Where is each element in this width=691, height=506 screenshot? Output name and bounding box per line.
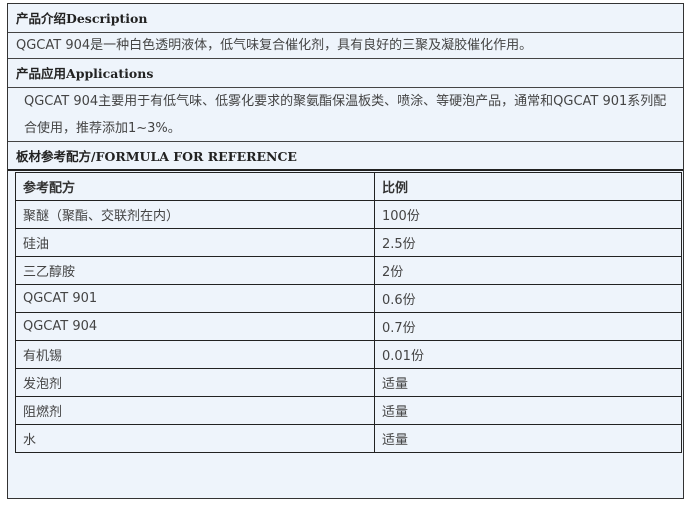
table-row: 硅油 2.5份 — [15, 228, 682, 257]
ratio-cell: 2份 — [374, 256, 682, 285]
ingredient-cell: QGCAT 901 — [15, 284, 375, 313]
ratio-cell: 0.01份 — [374, 340, 682, 369]
ratio-cell: 0.6份 — [374, 284, 682, 313]
table-row: 发泡剂 适量 — [15, 368, 682, 397]
ingredient-cell: 三乙醇胺 — [15, 256, 375, 285]
description-heading: 产品介绍Description — [8, 4, 683, 33]
table-row: 水适量 — [15, 424, 682, 453]
ratio-cell: 0.7份 — [374, 312, 682, 341]
table-row: 有机锡 0.01份 — [15, 340, 682, 369]
table-row: 聚醚（聚酯、交联剂在内） 100份 — [15, 200, 682, 229]
formula-table: 参考配方 比例 聚醚（聚酯、交联剂在内） 100份 硅油 2.5份 三乙醇胺 2份 QGCA… — [15, 172, 682, 453]
product-info-panel: 产品介绍Description QGCAT 904是一种白色透明液体，低气味复合… — [7, 3, 684, 499]
ingredient-cell: 聚醚（聚酯、交联剂在内） — [15, 200, 375, 229]
ingredient-cell: 发泡剂 — [15, 368, 375, 397]
table-row: 阻燃剂 适量 — [15, 396, 682, 425]
formula-heading: 板材参考配方/FORMULA FOR REFERENCE — [8, 142, 683, 171]
ratio-cell: 2.5份 — [374, 228, 682, 257]
ingredient-cell: 水 — [15, 424, 375, 453]
ingredient-cell: QGCAT 904 — [15, 312, 375, 341]
column-header-formula: 参考配方 — [15, 172, 375, 201]
table-row: QGCAT 904 0.7份 — [15, 312, 682, 341]
table-header-row: 参考配方 比例 — [15, 172, 682, 201]
ratio-cell: 适量 — [374, 368, 682, 397]
ingredient-cell: 阻燃剂 — [15, 396, 375, 425]
ratio-cell: 适量 — [374, 424, 682, 453]
ingredient-cell: 硅油 — [15, 228, 375, 257]
applications-heading: 产品应用Applications — [8, 59, 683, 88]
description-text: QGCAT 904是一种白色透明液体，低气味复合催化剂，具有良好的三聚及凝胶催化… — [8, 33, 683, 59]
ingredient-cell: 有机锡 — [15, 340, 375, 369]
ratio-cell: 100份 — [374, 200, 682, 229]
table-row: 三乙醇胺 2份 — [15, 256, 682, 285]
column-header-ratio: 比例 — [374, 172, 682, 201]
table-row: QGCAT 901 0.6份 — [15, 284, 682, 313]
ratio-cell: 适量 — [374, 396, 682, 425]
applications-text: QGCAT 904主要用于有低气味、低雾化要求的聚氨酯保温板类、喷涂、等硬泡产品… — [8, 88, 683, 142]
